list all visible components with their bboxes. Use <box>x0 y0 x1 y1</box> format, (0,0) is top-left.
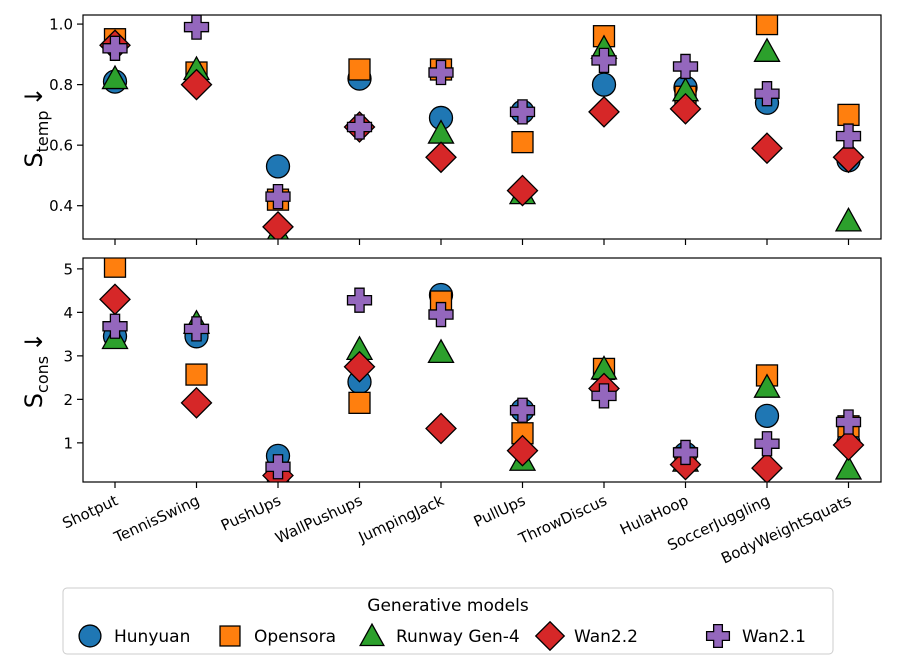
x-tick-label: ThrowDiscus <box>515 491 610 548</box>
plus-marker-wan2-1 <box>835 409 862 435</box>
legend-item-hunyuan: Hunyuan <box>78 624 190 648</box>
diamond-marker-wan2-2 <box>751 132 783 165</box>
plus-marker-wan2-1 <box>102 35 128 61</box>
legend-label: Runway Gen-4 <box>396 627 520 647</box>
x-tick-label: TennisSwing <box>110 491 202 547</box>
diamond-marker-wan2-2 <box>506 174 539 207</box>
temp-y-ticks: 0.4 0.6 0.8 1.0 <box>49 16 83 215</box>
diamond-marker-wan2-2 <box>751 452 783 482</box>
cons-markers <box>99 258 865 482</box>
y-tick-label: 2 <box>63 391 73 409</box>
plus-marker-wan2-1 <box>672 439 699 466</box>
triangle-marker-runway-gen-4 <box>834 206 863 232</box>
x-tick-label: WallPushups <box>273 491 366 547</box>
x-tick-label: PushUps <box>218 491 284 534</box>
y-tick-label: 0.8 <box>49 76 73 94</box>
circle-marker-icon <box>78 624 102 648</box>
diamond-marker-wan2-2 <box>262 210 294 239</box>
plus-marker-wan2-1 <box>265 454 291 480</box>
circle-marker-hunyuan <box>265 154 291 179</box>
x-tick-label: Shotput <box>60 491 121 532</box>
square-marker-opensora <box>837 103 860 127</box>
triangle-marker-runway-gen-4 <box>834 455 863 480</box>
plus-marker-icon <box>705 623 731 649</box>
plus-marker-wan2-1 <box>754 431 780 457</box>
y-tick-label: 4 <box>63 304 73 322</box>
diamond-marker-wan2-2 <box>343 350 376 383</box>
square-marker-icon <box>219 625 241 647</box>
legend-label: Wan2.1 <box>742 627 806 647</box>
legend: Generative models Hunyuan Opensora Runway … <box>62 587 834 655</box>
legend-label: Wan2.2 <box>574 627 638 647</box>
legend-box <box>62 587 834 655</box>
circle-marker-hunyuan <box>591 72 617 97</box>
plus-marker-wan2-1 <box>102 313 128 339</box>
cons-y-ticks: 1 2 3 4 5 <box>63 260 83 452</box>
plus-marker-wan2-1 <box>346 114 373 140</box>
x-tick-label: JumpingJack <box>355 491 447 547</box>
cons-panel: 1 2 3 4 5 Scons↓ <box>20 257 882 483</box>
triangle-marker-runway-gen-4 <box>101 64 129 90</box>
diamond-marker-wan2-2 <box>180 386 213 419</box>
square-marker-opensora <box>185 363 208 386</box>
triangle-marker-runway-gen-4 <box>753 373 781 398</box>
triangle-marker-runway-gen-4 <box>753 37 781 62</box>
legend-item-wan2-1: Wan2.1 <box>705 623 806 649</box>
plus-marker-wan2-1 <box>591 47 617 74</box>
legend-item-wan2-2: Wan2.2 <box>534 620 638 652</box>
diamond-marker-wan2-2 <box>425 141 457 174</box>
y-tick-label: 0.4 <box>49 197 73 215</box>
y-tick-label: 3 <box>63 347 73 365</box>
square-marker-opensora <box>103 258 127 278</box>
y-tick-label: 1.0 <box>49 16 73 34</box>
plus-marker-wan2-1 <box>509 397 536 423</box>
legend-label: Hunyuan <box>114 627 190 647</box>
square-marker-opensora <box>511 130 534 154</box>
plus-marker-wan2-1 <box>346 287 373 313</box>
temp-panel: 0.4 0.6 0.8 1.0 Stemp↓ <box>20 14 882 240</box>
plus-marker-wan2-1 <box>428 301 454 328</box>
legend-items: Hunyuan Opensora Runway Gen-4 Wan2.2 Wan2.1 <box>78 620 806 652</box>
legend-item-opensora: Opensora <box>219 625 336 647</box>
temp-markers <box>99 15 865 239</box>
cons-y-label: Scons↓ <box>20 332 52 408</box>
triangle-marker-icon <box>359 622 385 647</box>
diamond-marker-wan2-2 <box>506 434 539 467</box>
triangle-marker-runway-gen-4 <box>427 338 455 364</box>
y-tick-label: 1 <box>63 434 73 452</box>
plus-marker-wan2-1 <box>835 123 862 149</box>
diamond-marker-wan2-2 <box>832 429 865 461</box>
plus-marker-wan2-1 <box>183 15 210 40</box>
diamond-marker-wan2-2 <box>669 92 702 125</box>
diamond-marker-wan2-2 <box>588 95 620 128</box>
diamond-marker-wan2-2 <box>180 68 213 101</box>
diamond-marker-wan2-2 <box>832 141 865 174</box>
circle-marker-hunyuan <box>754 403 780 429</box>
square-marker-opensora <box>348 391 371 414</box>
plus-marker-wan2-1 <box>509 99 536 125</box>
cons-axes-frame <box>82 257 882 483</box>
legend-item-runway-gen-4: Runway Gen-4 <box>359 622 520 647</box>
diamond-marker-wan2-2 <box>99 283 131 316</box>
legend-label: Opensora <box>254 627 336 647</box>
square-marker-opensora <box>348 58 371 81</box>
diamond-marker-wan2-2 <box>425 412 457 445</box>
legend-title: Generative models <box>367 596 529 616</box>
y-tick-label: 0.6 <box>49 137 73 155</box>
plus-marker-wan2-1 <box>265 183 291 210</box>
x-tick-label: PullUps <box>471 491 529 531</box>
square-marker-opensora <box>755 15 779 36</box>
temp-axes-frame <box>82 14 882 240</box>
plus-marker-wan2-1 <box>183 316 210 342</box>
plus-marker-wan2-1 <box>428 59 454 86</box>
plus-marker-wan2-1 <box>672 53 699 80</box>
temp-y-label: Stemp↓ <box>20 86 52 167</box>
diamond-marker-icon <box>534 620 566 652</box>
plus-marker-wan2-1 <box>591 383 617 409</box>
y-tick-label: 5 <box>63 260 73 278</box>
plus-marker-wan2-1 <box>754 81 780 107</box>
